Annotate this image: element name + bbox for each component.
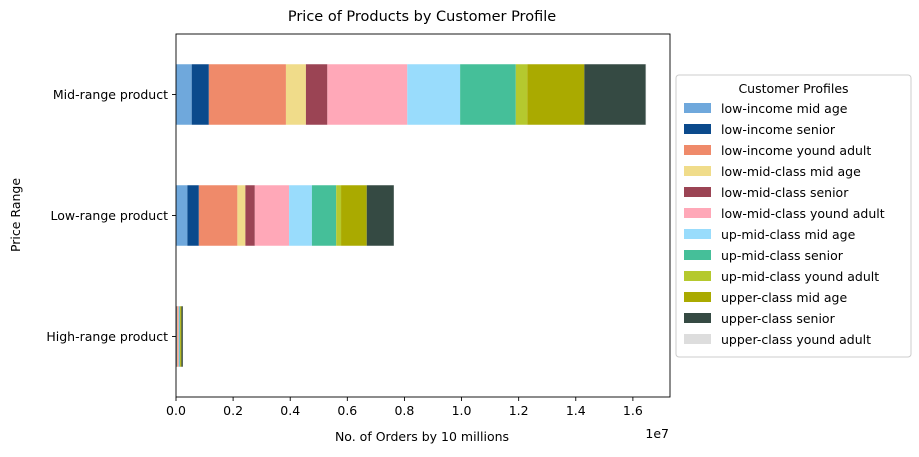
- legend-label: upper-class yound adult: [721, 332, 871, 347]
- legend-label: up-mid-class senior: [721, 248, 844, 263]
- bar-segment-mid-range-product-low-mid-class-mid-age: [286, 64, 306, 125]
- bar-segment-mid-range-product-up-mid-class-senior: [460, 64, 516, 125]
- bar-segment-mid-range-product-upper-class-senior: [584, 64, 645, 125]
- x-tick-label: 0.2: [223, 403, 243, 418]
- bar-segment-mid-range-product-up-mid-class-mid-age: [407, 64, 460, 125]
- x-tick-label: 0.0: [166, 403, 186, 418]
- legend-label: upper-class senior: [721, 311, 836, 326]
- chart-title: Price of Products by Customer Profile: [288, 9, 556, 25]
- x-tick-label: 1.0: [452, 403, 472, 418]
- legend-label: low-mid-class senior: [721, 185, 849, 200]
- bar-segment-low-range-product-low-income-senior: [187, 185, 198, 246]
- x-tick-label: 1.2: [509, 403, 529, 418]
- legend-label: up-mid-class mid age: [721, 227, 856, 242]
- legend-label: low-income mid age: [721, 101, 848, 116]
- bar-segment-high-range-product-upper-class-mid-age: [180, 306, 181, 367]
- legend-swatch: [684, 145, 711, 155]
- bar-segment-low-range-product-low-income-yound-adult: [199, 185, 238, 246]
- bar-segment-high-range-product-up-mid-class-mid-age: [179, 306, 180, 367]
- bars-layer: [176, 64, 646, 367]
- legend-label: up-mid-class yound adult: [721, 269, 879, 284]
- legend-swatch: [684, 250, 711, 260]
- legend-label: upper-class mid age: [721, 290, 847, 305]
- legend-swatch: [684, 208, 711, 218]
- bar-segment-mid-range-product-low-mid-class-senior: [306, 64, 327, 125]
- bar-segment-low-range-product-upper-class-senior: [367, 185, 394, 246]
- legend-label: low-mid-class yound adult: [721, 206, 885, 221]
- bar-segment-low-range-product-upper-class-mid-age: [341, 185, 367, 246]
- x-tick-label: 1.6: [623, 403, 643, 418]
- legend-swatch: [684, 166, 711, 176]
- y-tick-label: High-range product: [46, 329, 168, 344]
- bar-segment-high-range-product-low-income-yound-adult: [177, 306, 178, 367]
- bar-segment-mid-range-product-low-income-senior: [192, 64, 209, 125]
- x-tick-label: 0.8: [394, 403, 414, 418]
- bar-segment-low-range-product-low-mid-class-mid-age: [237, 185, 245, 246]
- bar-segment-mid-range-product-low-income-yound-adult: [209, 64, 286, 125]
- legend: Customer Profiles low-income mid age low-i…: [676, 75, 911, 357]
- legend-swatch: [684, 229, 711, 239]
- bar-segment-low-range-product-up-mid-class-mid-age: [289, 185, 312, 246]
- bar-segment-low-range-product-low-income-mid-age: [176, 185, 187, 246]
- x-tick-label: 0.6: [337, 403, 357, 418]
- legend-label: low-income senior: [721, 122, 836, 137]
- x-axis-offset-label: 1e7: [645, 426, 669, 441]
- legend-label: low-mid-class mid age: [721, 164, 861, 179]
- legend-swatch: [684, 103, 711, 113]
- legend-swatch: [684, 313, 711, 323]
- bar-segment-high-range-product-upper-class-senior: [181, 306, 182, 367]
- legend-swatch: [684, 124, 711, 134]
- bar-segment-low-range-product-low-mid-class-yound-adult: [255, 185, 289, 246]
- legend-label: low-income yound adult: [721, 143, 871, 158]
- legend-title: Customer Profiles: [738, 81, 848, 96]
- bar-segment-mid-range-product-up-mid-class-yound-adult: [516, 64, 527, 125]
- y-tick-label: Low-range product: [50, 208, 168, 223]
- bar-segment-mid-range-product-upper-class-mid-age: [527, 64, 584, 125]
- x-tick-label: 1.4: [566, 403, 586, 418]
- legend-swatch: [684, 271, 711, 281]
- bar-segment-mid-range-product-low-income-mid-age: [176, 64, 192, 125]
- legend-swatch: [684, 292, 711, 302]
- bar-segment-mid-range-product-low-mid-class-yound-adult: [327, 64, 407, 125]
- bar-segment-low-range-product-up-mid-class-yound-adult: [336, 185, 341, 246]
- bar-segment-high-range-product-low-mid-class-yound-adult: [178, 306, 179, 367]
- legend-swatch: [684, 187, 711, 197]
- y-axis-label: Price Range: [8, 178, 23, 252]
- x-tick-label: 0.4: [280, 403, 300, 418]
- legend-swatch: [684, 334, 711, 344]
- bar-segment-low-range-product-up-mid-class-senior: [312, 185, 336, 246]
- bar-segment-low-range-product-low-mid-class-senior: [245, 185, 254, 246]
- y-tick-label: Mid-range product: [53, 87, 168, 102]
- bar-segment-high-range-product-up-mid-class-senior: [179, 306, 180, 367]
- x-axis-label: No. of Orders by 10 millions: [335, 429, 509, 444]
